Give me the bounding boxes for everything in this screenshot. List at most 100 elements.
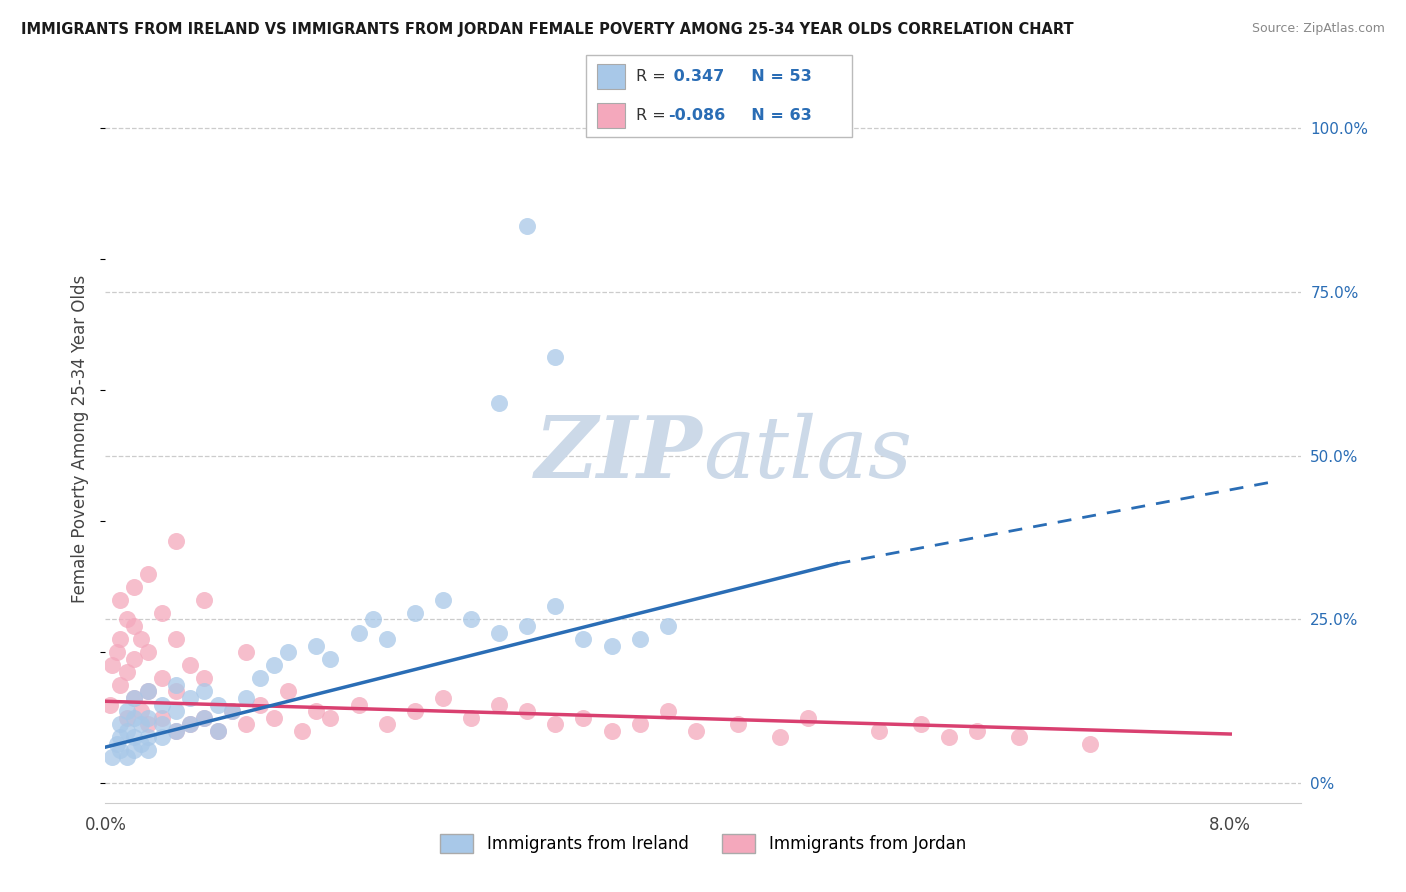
Point <box>165 632 187 646</box>
Point <box>488 625 510 640</box>
Point <box>150 698 173 712</box>
Point <box>404 606 426 620</box>
Point <box>108 717 131 731</box>
Point <box>136 711 159 725</box>
Point <box>136 684 159 698</box>
Point <box>122 743 145 757</box>
Point <box>600 723 623 738</box>
Point <box>938 731 960 745</box>
Point <box>235 717 257 731</box>
Point <box>966 723 988 738</box>
Point <box>572 711 595 725</box>
Point <box>165 704 187 718</box>
Point <box>122 731 145 745</box>
Point <box>115 711 138 725</box>
Point <box>375 632 398 646</box>
Point <box>305 639 328 653</box>
Point <box>101 750 124 764</box>
Point <box>101 658 124 673</box>
Point <box>165 723 187 738</box>
Text: N = 63: N = 63 <box>740 108 811 123</box>
Point <box>108 632 131 646</box>
Point <box>516 704 538 718</box>
Point <box>108 743 131 757</box>
Point <box>375 717 398 731</box>
Point <box>108 678 131 692</box>
Point <box>193 711 215 725</box>
Point <box>105 645 128 659</box>
Point <box>221 704 243 718</box>
Point <box>263 711 285 725</box>
Point <box>460 612 482 626</box>
Point <box>319 651 342 665</box>
Point <box>769 731 792 745</box>
Point <box>165 533 187 548</box>
Y-axis label: Female Poverty Among 25-34 Year Olds: Female Poverty Among 25-34 Year Olds <box>72 276 90 603</box>
Point <box>628 717 651 731</box>
Point <box>115 704 138 718</box>
Point <box>122 711 145 725</box>
Point <box>150 671 173 685</box>
Point <box>193 684 215 698</box>
Point <box>221 704 243 718</box>
Point <box>797 711 820 725</box>
Point <box>347 698 370 712</box>
Point <box>432 592 454 607</box>
Point <box>108 731 131 745</box>
Point <box>263 658 285 673</box>
Point <box>115 665 138 679</box>
Point <box>129 737 152 751</box>
Bar <box>598 63 624 89</box>
Point <box>361 612 384 626</box>
Point <box>108 592 131 607</box>
Point <box>179 717 201 731</box>
Point <box>105 737 128 751</box>
Point <box>657 619 679 633</box>
Point <box>488 698 510 712</box>
Point <box>150 711 173 725</box>
Point <box>628 632 651 646</box>
Point <box>432 691 454 706</box>
Point <box>150 606 173 620</box>
Text: 0.347: 0.347 <box>668 69 724 84</box>
Point <box>179 691 201 706</box>
Point <box>115 750 138 764</box>
Point <box>600 639 623 653</box>
Point <box>193 711 215 725</box>
Point <box>544 351 567 365</box>
Point <box>249 698 271 712</box>
Text: -0.086: -0.086 <box>668 108 725 123</box>
Point <box>165 678 187 692</box>
Point <box>122 619 145 633</box>
Point <box>122 651 145 665</box>
Point <box>136 731 159 745</box>
Point <box>207 723 229 738</box>
Point <box>544 599 567 614</box>
Point <box>129 704 152 718</box>
Point <box>235 645 257 659</box>
Point <box>136 684 159 698</box>
Point <box>136 566 159 581</box>
Text: ZIP: ZIP <box>536 412 703 496</box>
Point <box>136 645 159 659</box>
Point <box>291 723 314 738</box>
Point <box>136 717 159 731</box>
Point <box>235 691 257 706</box>
Point <box>150 731 173 745</box>
FancyBboxPatch shape <box>586 55 852 136</box>
Text: R =: R = <box>636 69 671 84</box>
Point <box>150 717 173 731</box>
Point <box>98 698 121 712</box>
Point <box>572 632 595 646</box>
Point <box>305 704 328 718</box>
Bar <box>598 103 624 128</box>
Point <box>249 671 271 685</box>
Text: Source: ZipAtlas.com: Source: ZipAtlas.com <box>1251 22 1385 36</box>
Text: R =: R = <box>636 108 671 123</box>
Point <box>136 743 159 757</box>
Point <box>277 645 299 659</box>
Point <box>727 717 749 731</box>
Point <box>277 684 299 698</box>
Point <box>347 625 370 640</box>
Point <box>516 619 538 633</box>
